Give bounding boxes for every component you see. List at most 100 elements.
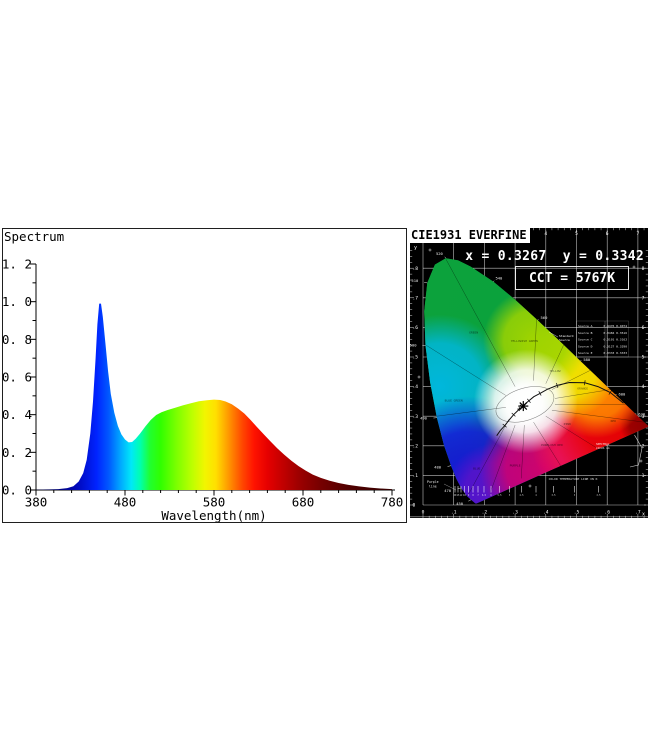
svg-text:5.5: 5.5 <box>498 494 503 497</box>
svg-text:BLUE GREEN: BLUE GREEN <box>445 398 463 402</box>
color-region-labels: GREEN YELLOWISH GREEN YELLOW ORANGE RED PINK P… <box>445 330 617 470</box>
svg-text:Source A: Source A <box>578 324 593 328</box>
svg-text:10: 10 <box>463 494 466 497</box>
svg-text:7: 7 <box>637 231 640 237</box>
svg-text:PURPLE: PURPLE <box>510 464 521 468</box>
svg-text:560: 560 <box>541 315 549 320</box>
cct-readout-text: CCT = 5767K <box>528 270 616 286</box>
svg-text:.1: .1 <box>451 510 457 516</box>
svg-text:20: 20 <box>454 494 457 497</box>
spectrum-y-tick-label: 0. 8 <box>3 332 32 347</box>
svg-text:y: y <box>414 245 417 251</box>
spectrum-y-tick-label: 0. 4 <box>3 407 32 422</box>
spectrum-y-tick-label: 1. 2 <box>3 257 32 272</box>
svg-text:line: line <box>429 485 437 489</box>
svg-text:0.3101 0.3162: 0.3101 0.3162 <box>604 338 628 342</box>
svg-text:Source D: Source D <box>578 344 593 348</box>
svg-text:540: 540 <box>495 276 503 281</box>
spectrum-x-tick-label: 480 <box>114 495 137 510</box>
svg-text:5: 5 <box>509 494 511 497</box>
svg-text:0: 0 <box>413 503 416 509</box>
svg-text:2.5: 2.5 <box>597 494 602 497</box>
svg-text:LOCUS nm: LOCUS nm <box>596 446 610 450</box>
svg-text:SPECTRAL: SPECTRAL <box>596 442 610 446</box>
svg-text:GREEN: GREEN <box>469 330 478 334</box>
cct-readout-box: CCT = 5767K <box>515 266 629 290</box>
svg-text:470: 470 <box>444 488 452 493</box>
svg-text:Source E: Source E <box>578 351 593 355</box>
spectrum-axis-title: Spectrum <box>4 229 65 244</box>
svg-text:1: 1 <box>642 473 645 479</box>
svg-text:3: 3 <box>642 414 645 420</box>
svg-text:COLOR TEMPERATURE LINE IN K: COLOR TEMPERATURE LINE IN K <box>549 477 598 481</box>
svg-text:.3: .3 <box>512 510 518 516</box>
spectrum-axes: 0. 0 0. 2 0. 4 0. 6 0. 8 1. 0 1. 2 380 480 580 680… <box>3 257 403 510</box>
svg-text:9: 9 <box>468 494 470 497</box>
svg-text:4: 4 <box>535 494 537 497</box>
svg-text:.1: .1 <box>413 473 419 479</box>
svg-text:0.3127 0.3290: 0.3127 0.3290 <box>604 344 628 348</box>
spectrum-chart-panel: Spectrum 0. 0 0. 2 0. 4 0. 6 0. 8 1. 0 1. 2 380… <box>2 228 407 523</box>
svg-text:Standard: Standard <box>559 334 574 338</box>
svg-text:7: 7 <box>642 295 645 301</box>
svg-text:0.3484 0.3516: 0.3484 0.3516 <box>604 331 628 335</box>
svg-text:Source B: Source B <box>578 331 593 335</box>
spectrum-plot: 0. 0 0. 2 0. 4 0. 6 0. 8 1. 0 1. 2 380 480 580 680… <box>3 257 403 522</box>
svg-text:520: 520 <box>436 251 444 256</box>
svg-text:YELLOW: YELLOW <box>550 369 561 373</box>
svg-text:.2: .2 <box>413 443 419 449</box>
svg-text:Source: Source <box>559 338 570 342</box>
svg-text:6: 6 <box>490 494 492 497</box>
svg-text:6: 6 <box>642 325 645 331</box>
svg-text:4: 4 <box>642 384 645 390</box>
svg-text:580: 580 <box>583 357 591 362</box>
svg-text:PURPLISH RED: PURPLISH RED <box>541 443 563 447</box>
planckian-locus <box>496 381 624 436</box>
spectrum-y-tick-label: 0. 0 <box>3 483 32 498</box>
spectrum-curve-area <box>36 303 392 490</box>
svg-text:Purple: Purple <box>427 480 439 484</box>
spectrum-y-tick-label: 0. 6 <box>3 370 32 385</box>
svg-text:.4: .4 <box>413 384 419 390</box>
svg-text:0.3333 0.3333: 0.3333 0.3333 <box>604 351 628 355</box>
cie-xy-readout: x = 0.3267 y = 0.3342 <box>465 249 644 264</box>
spectrum-x-axis-title: Wavelength(nm) <box>161 508 266 522</box>
spectrum-x-tick-label: 580 <box>203 495 226 510</box>
svg-text:490: 490 <box>420 416 428 421</box>
svg-text:.2: .2 <box>482 510 488 516</box>
svg-text:8: 8 <box>472 494 474 497</box>
svg-text:.6: .6 <box>604 510 610 516</box>
svg-text:5: 5 <box>642 355 645 361</box>
svg-text:3: 3 <box>574 494 576 497</box>
color-region-boundaries <box>425 259 645 497</box>
svg-text:600: 600 <box>618 392 626 397</box>
illuminant-table: Source A 0.4476 0.4074 Source B 0.3484 0.35… <box>576 320 629 358</box>
svg-text:3.5: 3.5 <box>552 494 557 497</box>
svg-text:.5: .5 <box>574 510 580 516</box>
measured-point-marker <box>517 401 529 412</box>
svg-text:4.5: 4.5 <box>520 494 525 497</box>
svg-text:.7: .7 <box>413 295 419 301</box>
svg-text:2: 2 <box>642 443 645 449</box>
cie-plot: GREEN YELLOWISH GREEN YELLOW ORANGE RED PINK P… <box>410 228 648 518</box>
cie-title: CIE1931 EVERFINE <box>410 228 530 243</box>
svg-text:.4: .4 <box>543 510 549 516</box>
svg-text:PINK: PINK <box>564 422 571 426</box>
svg-text:YELLOWISH GREEN: YELLOWISH GREEN <box>511 339 538 343</box>
svg-text:RED: RED <box>611 419 617 423</box>
svg-text:15: 15 <box>457 494 460 497</box>
svg-text:12: 12 <box>460 494 463 497</box>
cie-diagram-panel: GREEN YELLOWISH GREEN YELLOW ORANGE RED PINK P… <box>410 228 648 518</box>
spectrum-x-tick-label: 380 <box>25 495 48 510</box>
cct-scale: COLOR TEMPERATURE LINE IN K 20 15 12 10 9 8 7 6.… <box>454 477 601 497</box>
svg-text:.7: .7 <box>635 510 641 516</box>
spectrum-x-tick-label: 780 <box>381 495 404 510</box>
spectrum-y-tick-label: 0. 2 <box>3 445 32 460</box>
svg-text:620: 620 <box>638 412 646 417</box>
svg-text:ORANGE: ORANGE <box>577 387 588 391</box>
